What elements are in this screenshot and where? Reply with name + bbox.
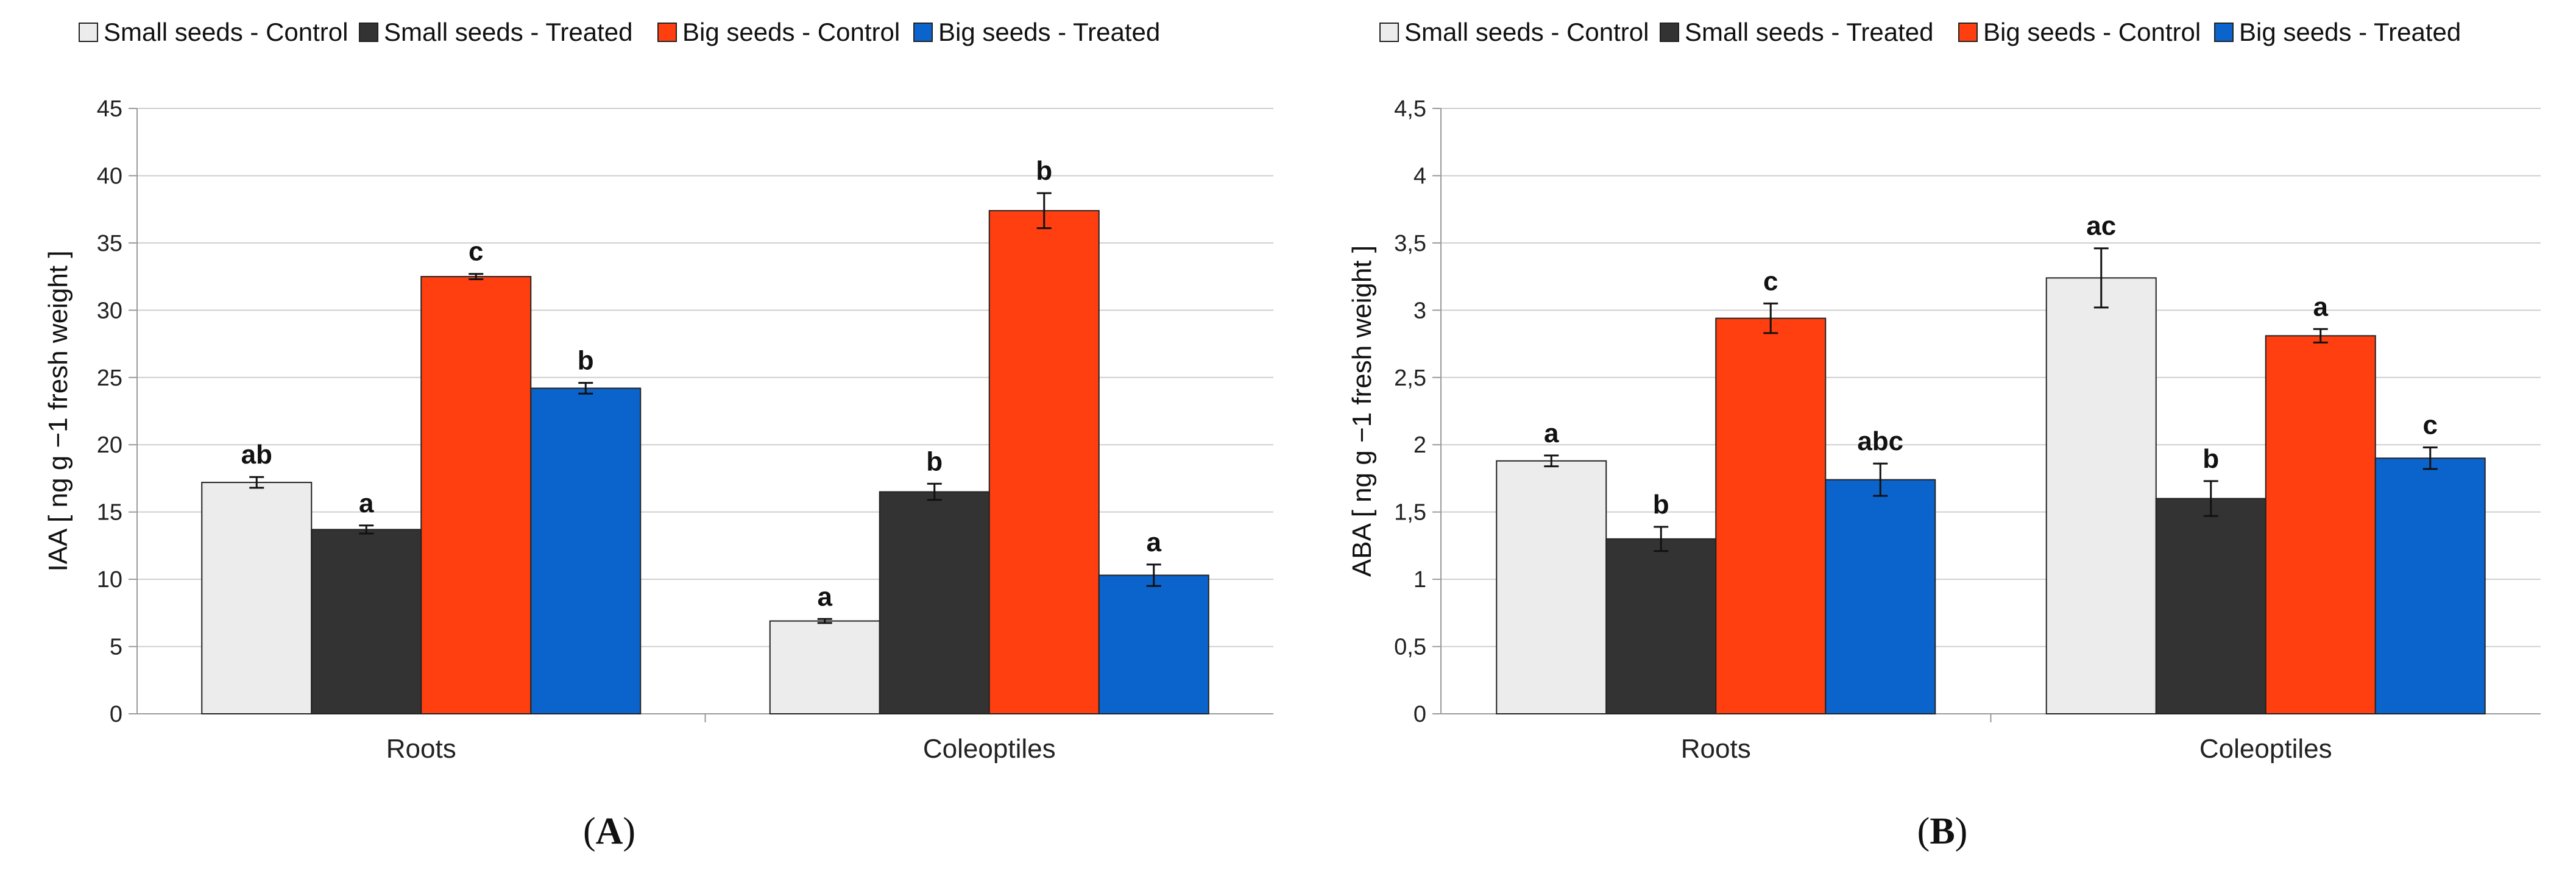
significance-letter: a	[1544, 418, 1559, 448]
y-tick-label: 3,5	[1394, 231, 1426, 256]
bar	[1825, 479, 1936, 714]
y-axis-title: IAA [ ng g −1 fresh weight ]	[43, 250, 73, 571]
y-tick-label: 2,5	[1394, 365, 1426, 391]
significance-letter: c	[469, 237, 483, 267]
legend: Small seeds - Control Small seeds - Treat…	[1379, 18, 2461, 46]
significance-letter: a	[818, 582, 833, 611]
y-tick-label: 5	[110, 635, 122, 660]
legend-swatch	[359, 23, 378, 42]
significance-letter: b	[2203, 444, 2219, 474]
y-tick-label: 40	[97, 163, 122, 189]
significance-letter: b	[1036, 156, 1052, 186]
significance-letter: c	[2423, 411, 2438, 440]
significance-letter: b	[1653, 490, 1669, 520]
chart-panel-b: 0 0,5 1 1,5 2 2,5 3 3,5 4 4,5 ABA [ ng g −1 fresh …	[1347, 18, 2541, 852]
x-tick-label: Roots	[386, 734, 456, 764]
legend-swatch	[1958, 23, 1978, 42]
bar	[1496, 460, 1607, 714]
panel-label: (B)	[1917, 811, 1968, 852]
significance-letter: ac	[2086, 211, 2116, 241]
significance-letter: a	[2313, 292, 2329, 322]
bar	[420, 276, 532, 715]
y-axis-title: ABA [ ng g −1 fresh weight ]	[1347, 245, 1377, 577]
y-tick-label: 0,5	[1394, 635, 1426, 660]
bar	[1715, 317, 1827, 714]
significance-letter: a	[1147, 527, 1162, 557]
x-tick-label: Coleoptiles	[2199, 734, 2332, 764]
y-tick-label: 10	[97, 567, 122, 593]
x-tick-label: Coleoptiles	[923, 734, 1056, 764]
y-tick-label: 3	[1414, 298, 1426, 323]
bar	[1098, 574, 1209, 714]
legend-label: Big seeds - Control	[682, 18, 900, 46]
panel-letter: A	[596, 811, 623, 852]
bar	[769, 620, 880, 714]
legend-label: Big seeds - Treated	[938, 18, 1160, 46]
bar	[2045, 277, 2157, 714]
bar	[2265, 335, 2376, 714]
bar	[1605, 538, 1717, 714]
x-tick-label: Roots	[1681, 734, 1751, 764]
legend-swatch	[1379, 23, 1399, 42]
y-tick-label: 4	[1414, 163, 1426, 189]
bar	[201, 482, 313, 714]
bar	[879, 491, 990, 714]
significance-letter: abc	[1857, 426, 1903, 456]
y-tick-label: 45	[97, 96, 122, 122]
y-tick-label: 2	[1414, 432, 1426, 458]
bar	[988, 210, 1100, 714]
legend-swatch	[1660, 23, 1679, 42]
y-tick-label: 0	[110, 702, 122, 727]
significance-letter: b	[926, 446, 943, 476]
y-tick-label: 30	[97, 298, 122, 323]
legend-label: Small seeds - Control	[1404, 18, 1649, 46]
legend-label: Small seeds - Treated	[1685, 18, 1934, 46]
legend-swatch	[913, 23, 933, 42]
bar	[2374, 457, 2486, 714]
y-tick-label: 20	[97, 432, 122, 458]
panel-label: (A)	[583, 811, 635, 852]
legend-label: Small seeds - Treated	[384, 18, 633, 46]
y-tick-label: 15	[97, 500, 122, 526]
y-tick-label: 1	[1414, 567, 1426, 593]
y-tick-label: 35	[97, 231, 122, 256]
bar	[2155, 498, 2266, 714]
y-tick-label: 1,5	[1394, 500, 1426, 526]
legend-label: Small seeds - Control	[104, 18, 348, 46]
significance-letter: b	[578, 346, 594, 376]
panel-letter: B	[1930, 811, 1955, 852]
legend-swatch	[657, 23, 677, 42]
legend-swatch	[2214, 23, 2234, 42]
chart-panel-a: 0 5 10 15 20 25 30 35 40 45 IAA [ ng g −1 fresh we…	[43, 18, 1273, 852]
legend-swatch	[79, 23, 98, 42]
significance-letter: a	[359, 488, 374, 518]
legend-label: Big seeds - Control	[1983, 18, 2201, 46]
significance-letter: c	[1763, 266, 1778, 296]
bar	[530, 387, 642, 714]
significance-letter: ab	[241, 440, 272, 470]
y-tick-label: 25	[97, 365, 122, 391]
y-tick-label: 0	[1414, 702, 1426, 727]
y-tick-label: 4,5	[1394, 96, 1426, 122]
bar	[311, 529, 422, 714]
legend-label: Big seeds - Treated	[2239, 18, 2461, 46]
legend: Small seeds - Control Small seeds - Treat…	[79, 18, 1160, 46]
